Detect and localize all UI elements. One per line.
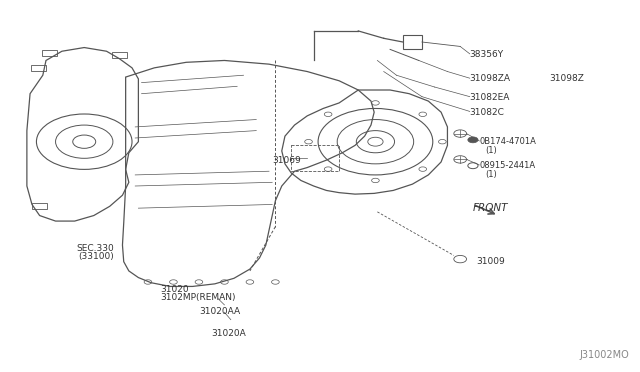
Bar — [42, 50, 57, 56]
Bar — [31, 65, 46, 71]
Text: 31098ZA: 31098ZA — [470, 74, 511, 83]
Text: (1): (1) — [486, 170, 497, 179]
Bar — [111, 52, 127, 58]
Bar — [32, 203, 47, 209]
Circle shape — [468, 137, 478, 143]
Bar — [403, 35, 422, 49]
Text: 3102MP(REMAN): 3102MP(REMAN) — [161, 293, 236, 302]
Text: 31069: 31069 — [272, 155, 301, 165]
Text: 0B174-4701A: 0B174-4701A — [479, 137, 536, 146]
Text: 31020A: 31020A — [212, 329, 246, 338]
Text: 31082C: 31082C — [470, 108, 504, 117]
Text: (1): (1) — [486, 147, 497, 155]
Text: 31009: 31009 — [476, 257, 505, 266]
Text: 08915-2441A: 08915-2441A — [479, 161, 536, 170]
Text: (33100): (33100) — [78, 251, 113, 261]
Text: 31098Z: 31098Z — [549, 74, 584, 83]
Text: 31082EA: 31082EA — [470, 93, 510, 102]
Text: FRONT: FRONT — [473, 203, 508, 213]
Text: SEC.330: SEC.330 — [77, 244, 115, 253]
Text: J31002MO: J31002MO — [579, 350, 629, 359]
Text: 31020AA: 31020AA — [199, 307, 240, 316]
Text: 38356Y: 38356Y — [470, 51, 504, 60]
Text: 31020: 31020 — [161, 285, 189, 294]
